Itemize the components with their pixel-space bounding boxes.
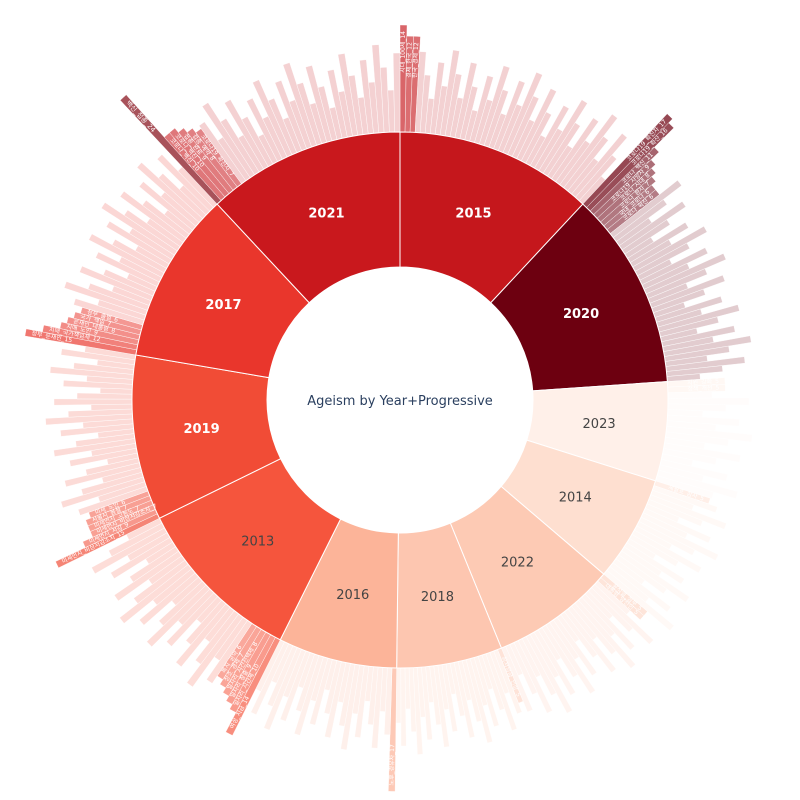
year-labels: 2015 2020 2023 2014 2022 2018 2016 2013 2019 2017…	[183, 206, 615, 605]
year-segment-2021[interactable]	[216, 131, 401, 304]
year-label-2017: 2017	[205, 298, 241, 313]
year-label-2013: 2013	[241, 534, 274, 549]
year-label-2021: 2021	[308, 206, 344, 221]
year-label-2014: 2014	[559, 490, 592, 505]
keyword-label: 지원_강화_5	[687, 377, 719, 387]
leaf-segment[interactable]	[53, 398, 133, 406]
inner-ring	[131, 131, 669, 669]
year-label-2020: 2020	[563, 307, 599, 322]
year-label-2022: 2022	[501, 556, 534, 571]
keyword-label: 노후_경유차_17	[387, 744, 396, 786]
year-label-2016: 2016	[336, 588, 369, 603]
chart-title: Ageism by Year+Progressive	[307, 394, 493, 409]
year-label-2018: 2018	[421, 590, 454, 605]
year-label-2015: 2015	[455, 206, 491, 221]
outer-ring	[24, 24, 753, 792]
keyword-label: 백신_접종_24	[124, 99, 158, 134]
keyword-label: 한국_경제_12	[411, 42, 421, 78]
keyword-label: 경제_한국_12	[405, 42, 414, 78]
year-label-2019: 2019	[183, 422, 219, 437]
year-label-2023: 2023	[583, 417, 616, 432]
keyword-label: 정책_개선_5	[687, 384, 719, 393]
keyword-label: 시대_100세_14	[399, 31, 407, 73]
